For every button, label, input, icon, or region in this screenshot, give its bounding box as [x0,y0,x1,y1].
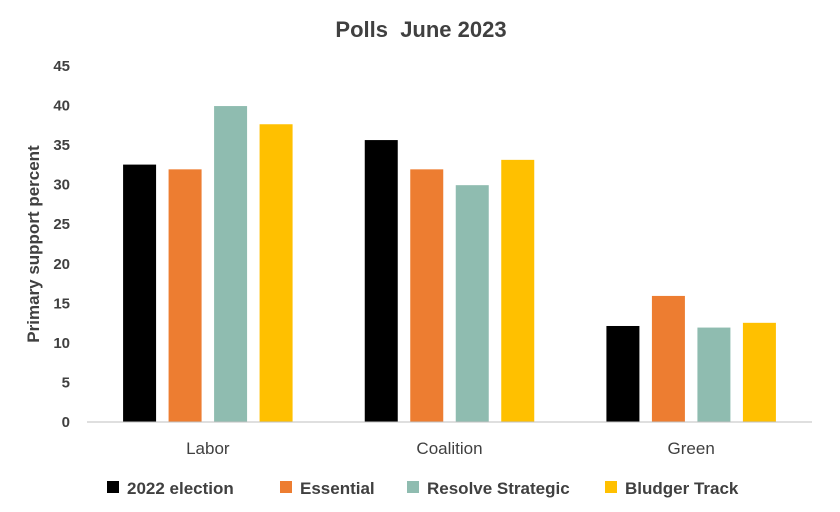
bar [167,168,203,423]
x-tick-label: Green [668,439,715,458]
y-tick-label: 40 [53,98,70,115]
bar [409,168,445,423]
legend-label: Essential [300,479,375,498]
bar [650,294,686,423]
y-tick-label: 25 [53,216,70,233]
legend-label: 2022 election [127,479,234,498]
legend-label: Resolve Strategic [427,479,570,498]
legend-swatch [407,481,419,493]
y-tick-label: 30 [53,177,70,194]
x-tick-label: Coalition [416,439,482,458]
bar [363,139,399,423]
y-tick-label: 15 [53,295,70,312]
y-tick-label: 0 [62,414,70,431]
y-tick-label: 10 [53,335,70,352]
bar [500,158,536,423]
y-tick-label: 20 [53,256,70,273]
legend-swatch [107,481,119,493]
bar [696,326,732,423]
y-axis-label: Primary support percent [24,145,43,343]
x-tick-label: Labor [186,439,230,458]
legend: 2022 election Essential Resolve Strategic B… [107,479,739,498]
bar [741,321,777,423]
x-axis: Labor Coalition Green [186,439,715,458]
bar [605,324,641,423]
chart-title: Polls June 2023 [335,17,506,42]
legend-swatch [605,481,617,493]
bar [122,163,158,423]
y-tick-label: 35 [53,137,70,154]
legend-swatch [280,481,292,493]
y-tick-label: 5 [62,374,70,391]
legend-label: Bludger Track [625,479,739,498]
bar [454,184,490,423]
y-tick-label: 45 [53,58,70,75]
y-axis: 0 5 10 15 20 25 30 35 40 45 [53,58,70,431]
bar [213,105,249,423]
bar-group [122,105,777,423]
bar [258,123,294,423]
